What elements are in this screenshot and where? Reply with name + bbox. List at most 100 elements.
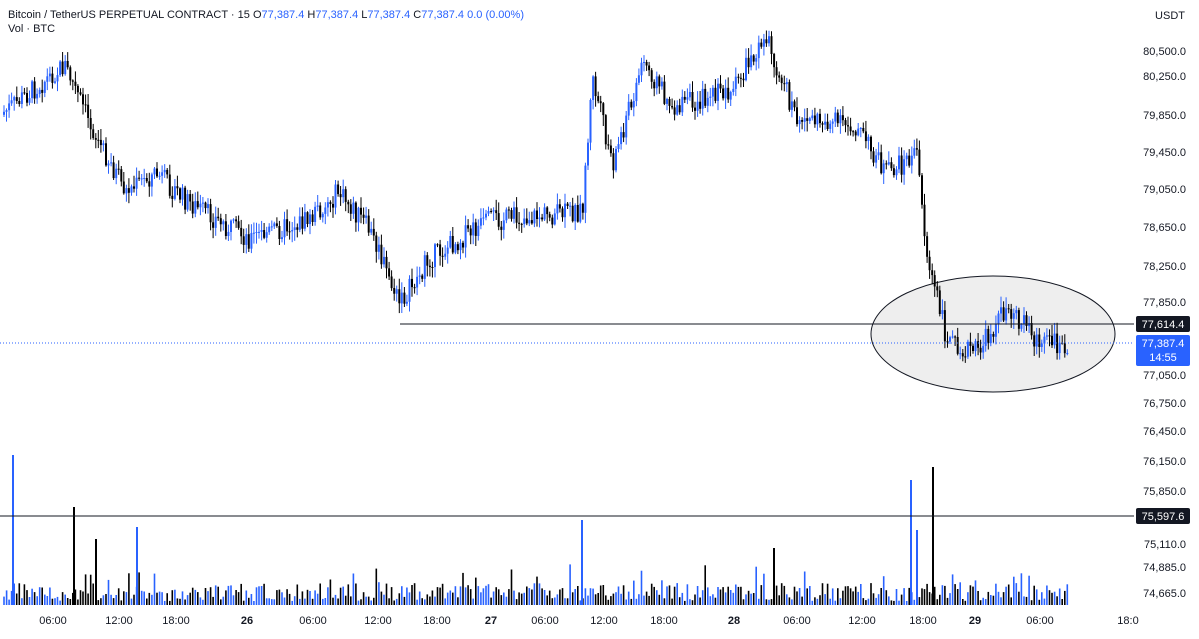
candle-body: [885, 163, 888, 165]
candle-body: [298, 216, 301, 230]
candle-body: [525, 218, 528, 224]
candle-body: [1066, 353, 1069, 354]
volume-bar: [967, 592, 969, 605]
volume-bar: [158, 591, 161, 605]
time-axis[interactable]: 06:00 12:00 18:00 26 06:00 12:00 18:00 27 06:00 1…: [39, 615, 1138, 627]
candle: [734, 67, 737, 97]
candle: [186, 189, 189, 212]
candle-body: [66, 61, 69, 68]
candle-body: [533, 210, 536, 224]
volume-spike: [910, 480, 912, 605]
volume-bar: [176, 598, 179, 605]
candle-body: [191, 201, 194, 214]
volume-bar: [380, 591, 383, 605]
candle-body: [701, 88, 704, 109]
volume-bar: [809, 586, 811, 605]
candle: [826, 113, 829, 131]
candle-body: [286, 219, 289, 232]
volume-bar: [880, 588, 882, 605]
candle: [71, 79, 74, 91]
candle-body: [615, 149, 617, 171]
volume-legend[interactable]: Vol · BTC: [8, 23, 56, 35]
candle-body: [33, 81, 36, 99]
volume-bar: [472, 598, 474, 605]
candle: [801, 117, 804, 130]
candle-body: [643, 62, 645, 63]
candle-body: [658, 76, 661, 87]
candle: [171, 186, 174, 208]
price-axis[interactable]: 80,500.0 80,250.0 79,850.0 79,450.0 79,050.0…: [1143, 46, 1186, 600]
volume-bar: [151, 594, 153, 605]
candle-body: [173, 186, 176, 199]
candle-body: [150, 174, 153, 187]
candle-body: [984, 328, 987, 346]
candle: [724, 79, 727, 109]
volume-bar: [747, 590, 750, 605]
volume-bar: [503, 592, 505, 605]
volume-bar: [860, 584, 862, 605]
candle: [309, 209, 311, 235]
candle: [926, 231, 929, 263]
candle: [951, 330, 954, 339]
candle: [686, 88, 689, 105]
volume-spike: [136, 527, 138, 605]
candle: [643, 55, 645, 72]
high-value: 77,387.4: [315, 9, 359, 21]
candle: [161, 165, 164, 184]
candle: [671, 98, 674, 110]
volume-bar: [520, 593, 523, 605]
candle-body: [908, 155, 911, 166]
candle-body: [127, 188, 130, 193]
candle: [303, 203, 306, 232]
candle-body: [974, 341, 977, 352]
candle: [984, 320, 987, 352]
candle: [890, 157, 893, 171]
symbol-legend[interactable]: Bitcoin / TetherUS PERPETUAL CONTRACT · …: [8, 9, 524, 21]
volume-bar: [367, 596, 370, 605]
volume-bar: [163, 600, 166, 605]
candle: [367, 209, 370, 236]
candle-body: [852, 131, 855, 133]
candle: [23, 87, 26, 95]
candle: [566, 202, 569, 209]
candle-body: [584, 165, 587, 213]
candle: [620, 126, 623, 150]
candle: [987, 325, 990, 350]
volume-spike: [932, 467, 934, 605]
candle-body: [609, 145, 612, 154]
volume-bar: [339, 587, 342, 605]
candle: [140, 174, 143, 186]
volume-bar: [821, 583, 824, 605]
candle: [411, 268, 413, 297]
candle: [18, 97, 21, 107]
candle: [847, 116, 849, 136]
candle: [112, 155, 115, 180]
candle-body: [179, 188, 181, 200]
volume-bar: [15, 593, 18, 605]
candle: [232, 218, 235, 224]
volume-bar: [370, 600, 372, 605]
volume-bar: [903, 588, 905, 605]
candle-body: [671, 106, 674, 108]
candle-body: [890, 162, 893, 169]
candle: [362, 207, 365, 225]
candle-body: [403, 292, 406, 304]
candle: [20, 85, 23, 109]
candle-body: [61, 61, 64, 75]
candle-body: [989, 334, 992, 344]
candle: [467, 219, 470, 233]
candle-body: [750, 55, 753, 68]
candle-body: [337, 184, 340, 195]
volume-bar: [439, 587, 441, 605]
candle: [74, 71, 77, 94]
volume-bar: [617, 586, 620, 605]
candle-body: [854, 131, 857, 136]
candle-body: [719, 83, 722, 89]
volume-bar: [357, 600, 360, 605]
candle-body: [237, 221, 240, 228]
candle-body: [796, 107, 798, 125]
candle-body: [895, 169, 898, 176]
volume-bar: [138, 572, 140, 605]
